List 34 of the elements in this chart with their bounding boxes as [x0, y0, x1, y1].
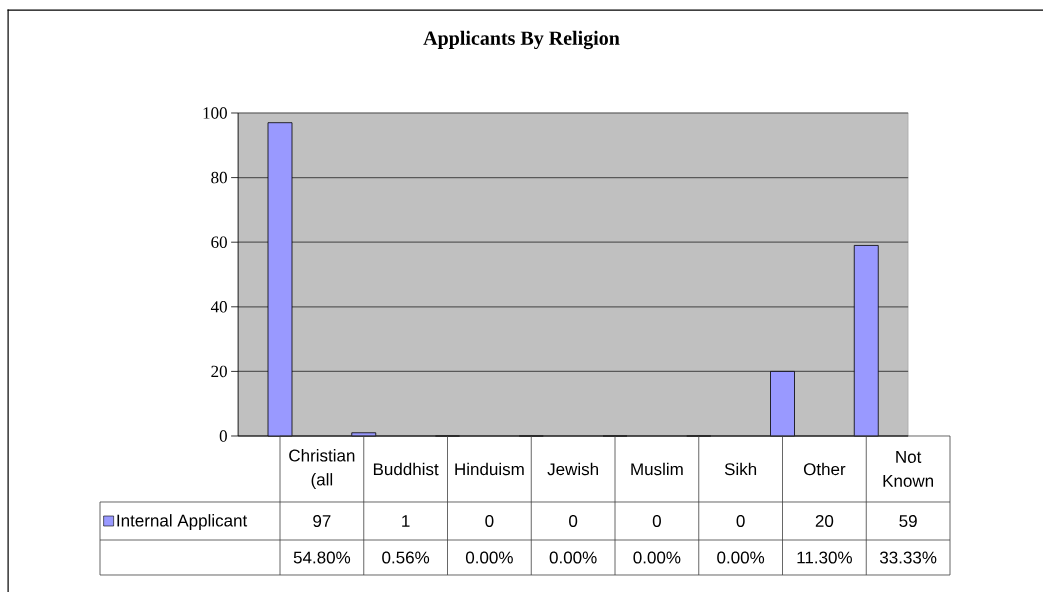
x-tick-label: Sikh: [724, 462, 757, 476]
y-tick-label: 0: [219, 430, 227, 442]
legend-label: Internal Applicant: [117, 514, 248, 530]
x-tick-label: Muslim: [631, 462, 683, 476]
text: 0.00%: [633, 551, 681, 564]
x-tick-label: Not Known: [883, 451, 933, 487]
data-label: 1: [402, 515, 410, 527]
data-label: 59: [899, 514, 917, 528]
data-label: 20: [815, 514, 834, 528]
data-label: 97: [313, 514, 331, 528]
x-tick-label: Hinduism: [455, 462, 524, 476]
text: 33.33%: [879, 551, 937, 564]
y-tick-label: 20: [211, 365, 227, 378]
y-tick-label: 60: [211, 236, 227, 248]
y-tick-label: 100: [203, 107, 227, 119]
bar: [770, 371, 795, 437]
text: 11.30%: [797, 551, 852, 564]
y-tick-label: 40: [210, 301, 227, 313]
bar: [853, 245, 879, 437]
data-label: 0: [485, 514, 494, 528]
text: 0.56%: [382, 551, 430, 564]
text: 54.80%: [293, 551, 351, 564]
text: 0.00%: [549, 551, 597, 564]
text: 0.00%: [717, 551, 765, 564]
text: 0.00%: [465, 551, 513, 564]
chart-title: Applicants By Religion: [423, 30, 620, 50]
x-tick-label: Buddhist: [373, 462, 439, 476]
data-label: 0: [569, 514, 578, 528]
y-tick-label: 80: [211, 171, 227, 184]
x-tick-label: Jewish: [547, 462, 598, 476]
x-tick-label: Christian (all: [289, 449, 355, 489]
x-tick-label: Other: [803, 462, 846, 476]
data-label: 0: [652, 514, 661, 528]
data-label: 0: [736, 514, 745, 528]
